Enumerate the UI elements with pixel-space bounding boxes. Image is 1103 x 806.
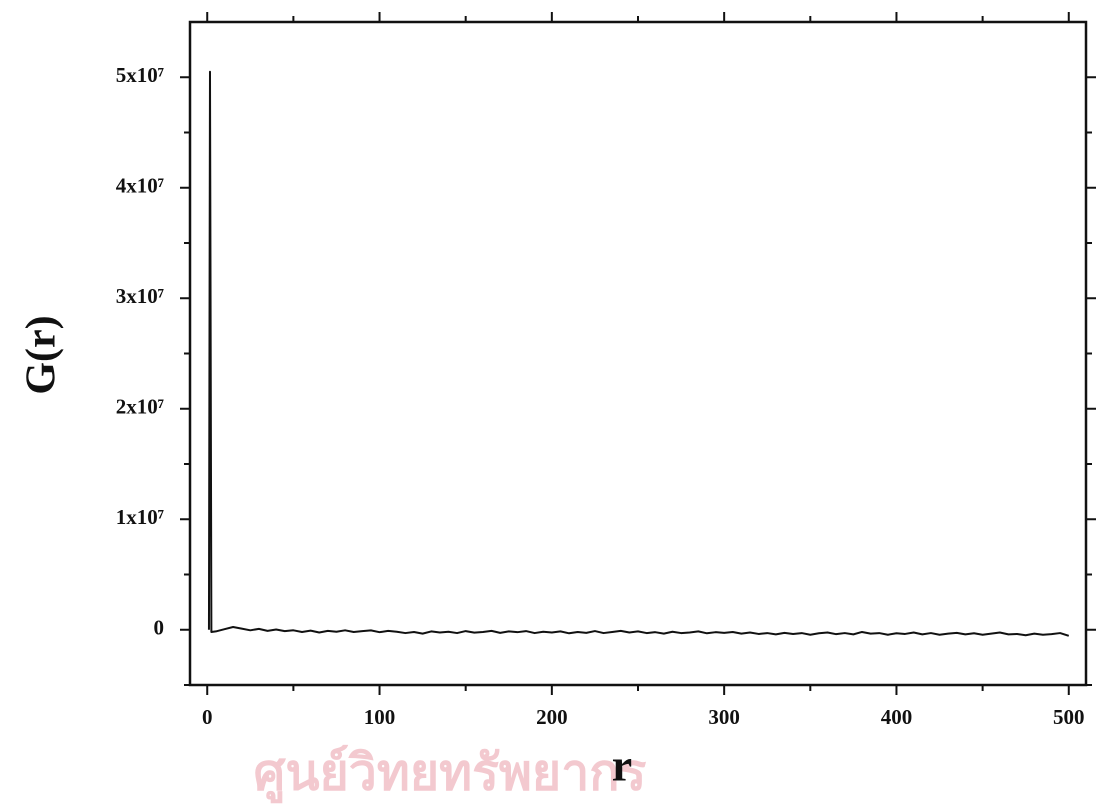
y-tick-label: 3x10⁷ [116, 284, 164, 308]
y-tick-label: 1x10⁷ [116, 505, 164, 529]
x-tick-label: 500 [1053, 705, 1085, 729]
x-tick-label: 300 [708, 705, 740, 729]
y-axis-label: G(r) [19, 315, 65, 394]
y-tick-label: 4x10⁷ [116, 174, 164, 198]
x-axis-label: r [612, 740, 632, 791]
x-tick-label: 100 [364, 705, 396, 729]
watermark: ศูนย์วิทยทรัพยากร [254, 744, 647, 804]
x-tick-label: 400 [881, 705, 913, 729]
y-tick-label: 2x10⁷ [116, 395, 164, 419]
y-tick-label: 0 [154, 616, 165, 640]
x-tick-label: 200 [536, 705, 568, 729]
data-line [207, 70, 1070, 637]
x-tick-label: 0 [202, 705, 213, 729]
plot-frame [188, 20, 1088, 687]
y-tick-label: 5x10⁷ [116, 63, 164, 87]
